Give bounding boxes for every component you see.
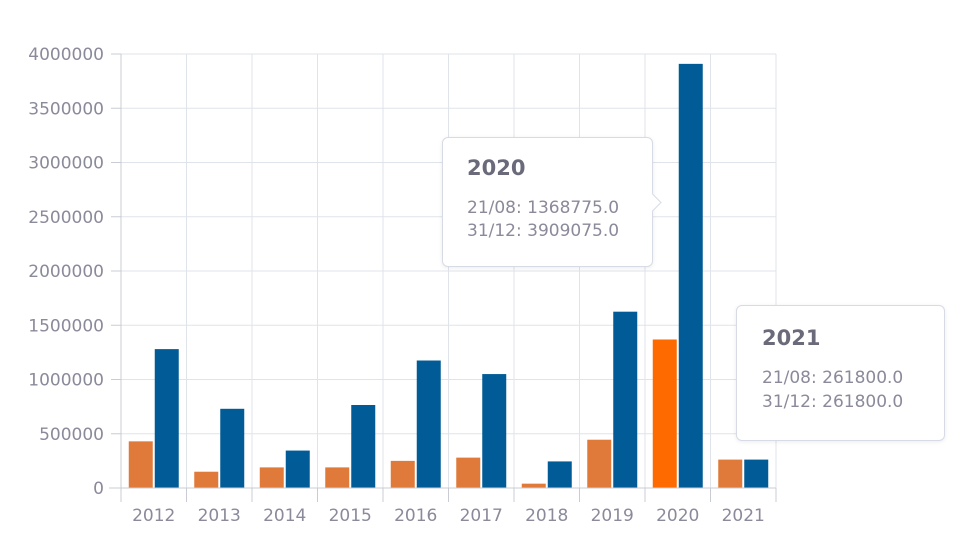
y-tick-label: 2000000 bbox=[28, 262, 104, 282]
y-tick-label: 4000000 bbox=[28, 45, 104, 65]
bar-2016-s2[interactable] bbox=[416, 360, 441, 488]
bar-2019-s2[interactable] bbox=[613, 311, 638, 488]
grid bbox=[121, 53, 777, 488]
bar-2021-s1[interactable] bbox=[718, 459, 743, 488]
x-tick-label: 2015 bbox=[329, 506, 372, 526]
x-tick-label: 2017 bbox=[460, 506, 503, 526]
y-tick-labels: 0 500000 1000000 1500000 2000000 2500000 30000… bbox=[28, 45, 104, 499]
bar-2015-s1[interactable] bbox=[325, 467, 350, 488]
y-tick-label: 3500000 bbox=[28, 99, 104, 119]
tooltip-title: 2021 bbox=[762, 326, 821, 350]
bar-2014-s2[interactable] bbox=[285, 450, 310, 488]
bar-2013-s1[interactable] bbox=[194, 471, 219, 488]
x-tick-labels: 2012 2013 2014 2015 2016 2017 2018 2019 2020 2021 bbox=[132, 506, 765, 526]
tooltip-title: 2020 bbox=[467, 156, 526, 180]
x-tick-label: 2020 bbox=[656, 506, 699, 526]
bar-2017-s2[interactable] bbox=[482, 374, 507, 488]
bar-2013-s2[interactable] bbox=[220, 408, 245, 488]
y-tick-label: 1000000 bbox=[28, 371, 104, 391]
bar-2018-s1[interactable] bbox=[521, 483, 546, 488]
y-tick-label: 1500000 bbox=[28, 316, 104, 336]
bar-2012-s1[interactable] bbox=[128, 441, 153, 488]
x-tick-label: 2013 bbox=[198, 506, 241, 526]
x-tick-label: 2012 bbox=[132, 506, 175, 526]
x-tick-label: 2016 bbox=[394, 506, 437, 526]
bars bbox=[128, 63, 769, 489]
y-tick-label: 3000000 bbox=[28, 154, 104, 174]
y-tick-label: 2500000 bbox=[28, 208, 104, 228]
axes bbox=[109, 53, 777, 502]
tooltip-line: 31/12: 3909075.0 bbox=[467, 221, 620, 241]
bar-2012-s2[interactable] bbox=[154, 349, 179, 488]
bar-2020-s2[interactable] bbox=[678, 63, 703, 489]
x-tick-label: 2014 bbox=[263, 506, 306, 526]
tooltip-2021: 2021 21/08: 261800.0 31/12: 261800.0 bbox=[736, 305, 945, 441]
x-tick-label: 2018 bbox=[525, 506, 568, 526]
bar-2015-s2[interactable] bbox=[351, 404, 376, 488]
bar-2021-s2[interactable] bbox=[744, 459, 769, 488]
y-tick-label: 500000 bbox=[39, 425, 104, 445]
bar-2020-s1[interactable] bbox=[652, 339, 677, 488]
tooltip-line: 21/08: 1368775.0 bbox=[467, 198, 620, 218]
x-tick-label: 2019 bbox=[591, 506, 634, 526]
bar-2014-s1[interactable] bbox=[259, 467, 284, 488]
y-tick-label: 0 bbox=[93, 479, 104, 499]
bar-2016-s1[interactable] bbox=[390, 460, 415, 488]
x-tick-label: 2021 bbox=[722, 506, 765, 526]
bar-2019-s1[interactable] bbox=[587, 439, 612, 488]
tooltip-line: 21/08: 261800.0 bbox=[762, 368, 904, 388]
bar-2017-s1[interactable] bbox=[456, 457, 481, 488]
tooltip-2020: 2020 21/08: 1368775.0 31/12: 3909075.0 bbox=[442, 137, 662, 267]
bar-2018-s2[interactable] bbox=[547, 461, 572, 488]
tooltip-line: 31/12: 261800.0 bbox=[762, 392, 904, 412]
